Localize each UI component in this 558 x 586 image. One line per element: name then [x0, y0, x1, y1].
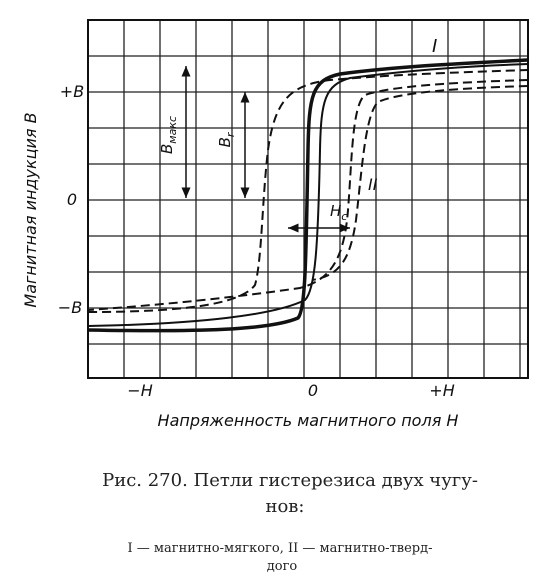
b-max-label: Bмакс [158, 116, 179, 154]
x-tick-label: −H [127, 381, 152, 400]
caption: дого [267, 559, 298, 574]
curve-label: II [368, 175, 378, 194]
y-tick-label: −B [58, 298, 82, 317]
y-tick-label: 0 [67, 190, 77, 209]
x-tick-label: 0 [308, 381, 318, 400]
curve-label: I [432, 36, 437, 57]
x-axis-label: Напряженность магнитного поля H [158, 411, 459, 430]
plot-frame [87, 19, 529, 379]
y-axis-label: Магнитная индукция B [21, 112, 40, 307]
caption: Рис. 270. Петли гистерезиса двух чугу- [102, 470, 478, 491]
loop-i [87, 58, 529, 333]
x-tick-label: +H [429, 381, 454, 400]
loop-ii [87, 69, 529, 313]
y-tick-label: +B [60, 82, 84, 101]
h-c-label: Hc [330, 202, 347, 223]
b-r-label: Br [216, 131, 237, 147]
caption: I — магнитно-мягкого, II — магнитно-твер… [128, 541, 433, 556]
caption: нов: [265, 496, 304, 517]
